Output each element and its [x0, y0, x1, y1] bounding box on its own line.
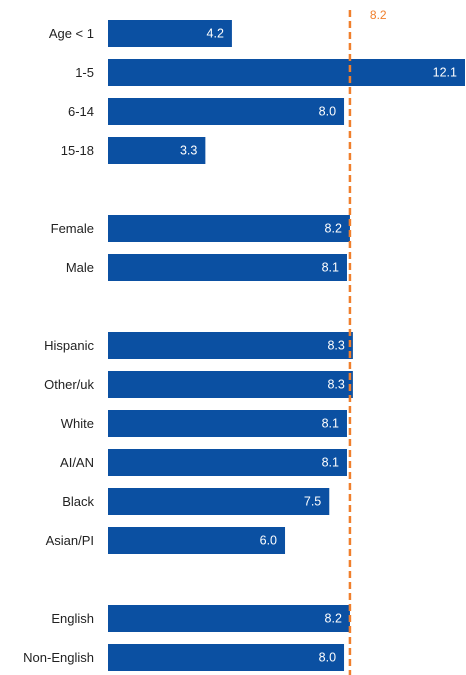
bar-row-15-18: 15-18 3.3 — [61, 137, 206, 164]
category-label-ai-an: AI/AN — [60, 455, 94, 470]
value-label-6-14: 8.0 — [319, 105, 336, 119]
value-label-english: 8.2 — [325, 612, 342, 626]
bar-female — [108, 215, 350, 242]
bars-layer: Age < 1 4.2 1-5 12.1 6-14 8.0 15-18 3.3 Female 8.… — [23, 20, 465, 671]
bar-row-male: Male 8.1 — [66, 254, 347, 281]
bar-age-1 — [108, 20, 232, 47]
category-label-male: Male — [66, 260, 94, 275]
category-label-non-english: Non-English — [23, 650, 94, 665]
value-label-male: 8.1 — [322, 261, 339, 275]
bar-other-uk — [108, 371, 353, 398]
bar-row-white: White 8.1 — [61, 410, 347, 437]
bar-15-18 — [108, 137, 206, 164]
bar-white — [108, 410, 347, 437]
bar-row-black: Black 7.5 — [62, 488, 330, 515]
value-label-15-18: 3.3 — [180, 144, 197, 158]
bar-hispanic — [108, 332, 353, 359]
bar-row-female: Female 8.2 — [51, 215, 350, 242]
bar-english — [108, 605, 350, 632]
bar-row-other-uk: Other/uk 8.3 — [44, 371, 353, 398]
value-label-hispanic: 8.3 — [327, 339, 344, 353]
category-label-black: Black — [62, 494, 94, 509]
category-label-6-14: 6-14 — [68, 104, 94, 119]
bar-black — [108, 488, 330, 515]
bar-asian-pi — [108, 527, 286, 554]
category-label-asian-pi: Asian/PI — [46, 533, 94, 548]
category-label-other-uk: Other/uk — [44, 377, 94, 392]
bar-row-6-14: 6-14 8.0 — [68, 98, 345, 125]
bar-row-non-english: Non-English 8.0 — [23, 644, 345, 671]
value-label-1-5: 12.1 — [433, 66, 457, 80]
category-label-female: Female — [51, 221, 94, 236]
value-label-asian-pi: 6.0 — [260, 534, 277, 548]
bar-6-14 — [108, 98, 345, 125]
bar-row-asian-pi: Asian/PI 6.0 — [46, 527, 286, 554]
bar-1-5 — [108, 59, 465, 86]
bar-ai-an — [108, 449, 347, 476]
bar-row-age-1: Age < 1 4.2 — [49, 20, 232, 47]
bar-row-1-5: 1-5 12.1 — [75, 59, 465, 86]
value-label-white: 8.1 — [322, 417, 339, 431]
value-label-other-uk: 8.3 — [327, 378, 344, 392]
bar-male — [108, 254, 347, 281]
category-label-hispanic: Hispanic — [44, 338, 94, 353]
category-label-english: English — [51, 611, 94, 626]
category-label-age-1: Age < 1 — [49, 26, 94, 41]
reference-line-label: 8.2 — [370, 8, 387, 22]
category-label-15-18: 15-18 — [61, 143, 94, 158]
value-label-female: 8.2 — [325, 222, 342, 236]
bar-non-english — [108, 644, 345, 671]
category-label-white: White — [61, 416, 94, 431]
value-label-ai-an: 8.1 — [322, 456, 339, 470]
bar-row-english: English 8.2 — [51, 605, 350, 632]
value-label-non-english: 8.0 — [319, 651, 336, 665]
reference-line-layer: 8.2 — [348, 8, 387, 675]
value-label-black: 7.5 — [304, 495, 321, 509]
category-label-1-5: 1-5 — [75, 65, 94, 80]
bar-row-hispanic: Hispanic 8.3 — [44, 332, 353, 359]
value-label-age-1: 4.2 — [207, 27, 224, 41]
bar-row-ai-an: AI/AN 8.1 — [60, 449, 347, 476]
